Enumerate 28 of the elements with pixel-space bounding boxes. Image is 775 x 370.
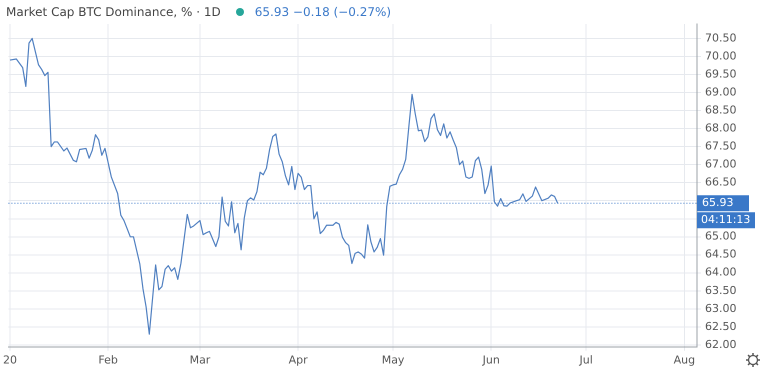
y-tick-label: 65.00 <box>705 230 736 243</box>
text: 65.93 −0.18 (−0.27%) <box>254 5 392 19</box>
y-tick-label: 67.50 <box>705 139 736 152</box>
x-tick-label: Jun <box>482 353 500 366</box>
x-tick-label: Mar <box>190 353 211 366</box>
x-tick-label: Apr <box>288 353 308 366</box>
y-tick-label: 69.50 <box>705 67 736 80</box>
x-tick-label: Feb <box>98 353 118 366</box>
y-tick-label: 70.50 <box>705 31 736 44</box>
y-tick-label: 68.00 <box>705 121 736 134</box>
y-tick-label: 67.00 <box>705 158 736 171</box>
y-tick-label: 62.00 <box>705 338 736 351</box>
y-tick-label: 66.50 <box>705 176 736 189</box>
chart-title: Market Cap BTC Dominance, % · 1D <box>6 5 221 19</box>
text: 04:11:13 <box>701 213 750 226</box>
x-tick-label: 20 <box>3 353 17 366</box>
y-tick-label: 63.50 <box>705 284 736 297</box>
x-tick-label: Jul <box>578 353 593 366</box>
y-tick-label: 70.00 <box>705 49 736 62</box>
y-tick-label: 68.50 <box>705 103 736 116</box>
y-tick-label: 64.50 <box>705 248 736 261</box>
ref-line-label: 65.93 <box>702 196 734 210</box>
x-tick-label: Aug <box>674 353 696 366</box>
y-tick-label: 64.00 <box>705 266 736 279</box>
y-tick-label: 62.50 <box>705 320 736 333</box>
y-tick-label: 69.00 <box>705 85 736 98</box>
y-tick-label: 63.00 <box>705 302 736 315</box>
x-tick-label: May <box>382 353 405 366</box>
